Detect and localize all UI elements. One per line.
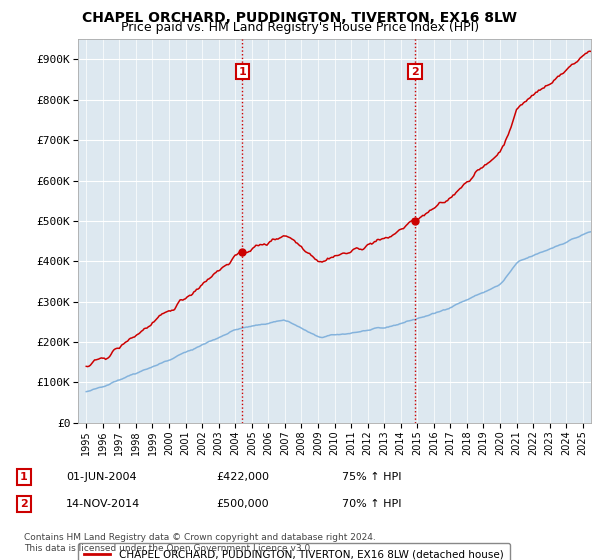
Text: 75% ↑ HPI: 75% ↑ HPI: [342, 472, 401, 482]
Text: 1: 1: [238, 67, 246, 77]
Text: Contains HM Land Registry data © Crown copyright and database right 2024.
This d: Contains HM Land Registry data © Crown c…: [24, 533, 376, 553]
Text: 2: 2: [411, 67, 419, 77]
Text: 2: 2: [20, 499, 28, 509]
Text: Price paid vs. HM Land Registry's House Price Index (HPI): Price paid vs. HM Land Registry's House …: [121, 21, 479, 34]
Text: 14-NOV-2014: 14-NOV-2014: [66, 499, 140, 509]
Text: £422,000: £422,000: [216, 472, 269, 482]
Text: 1: 1: [20, 472, 28, 482]
Text: 01-JUN-2004: 01-JUN-2004: [66, 472, 137, 482]
Text: 70% ↑ HPI: 70% ↑ HPI: [342, 499, 401, 509]
Legend: CHAPEL ORCHARD, PUDDINGTON, TIVERTON, EX16 8LW (detached house), HPI: Average pr: CHAPEL ORCHARD, PUDDINGTON, TIVERTON, EX…: [78, 543, 510, 560]
Text: CHAPEL ORCHARD, PUDDINGTON, TIVERTON, EX16 8LW: CHAPEL ORCHARD, PUDDINGTON, TIVERTON, EX…: [83, 11, 517, 25]
Text: £500,000: £500,000: [216, 499, 269, 509]
